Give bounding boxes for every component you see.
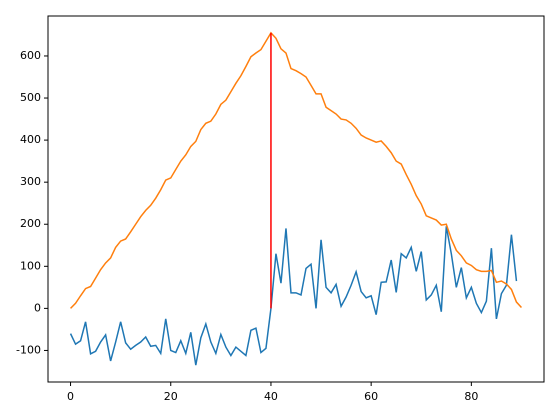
y-tick-label: 200	[20, 217, 41, 230]
y-tick-label: -100	[16, 343, 41, 356]
axes-frame	[47, 15, 545, 383]
y-tick-label: 500	[20, 91, 41, 104]
x-tick-label: 60	[364, 390, 378, 403]
data-line	[70, 31, 523, 309]
y-tick-label: 0	[34, 301, 41, 314]
x-tick-label: 80	[464, 390, 478, 403]
x-tick-label: 0	[67, 390, 74, 403]
y-tick-label: 300	[20, 175, 41, 188]
data-line	[69, 226, 518, 366]
x-tick-label: 20	[164, 390, 178, 403]
x-tick-label: 40	[264, 390, 278, 403]
y-tick-label: 600	[20, 49, 41, 62]
y-tick-label: 400	[20, 133, 41, 146]
y-tick-label: 100	[20, 259, 41, 272]
